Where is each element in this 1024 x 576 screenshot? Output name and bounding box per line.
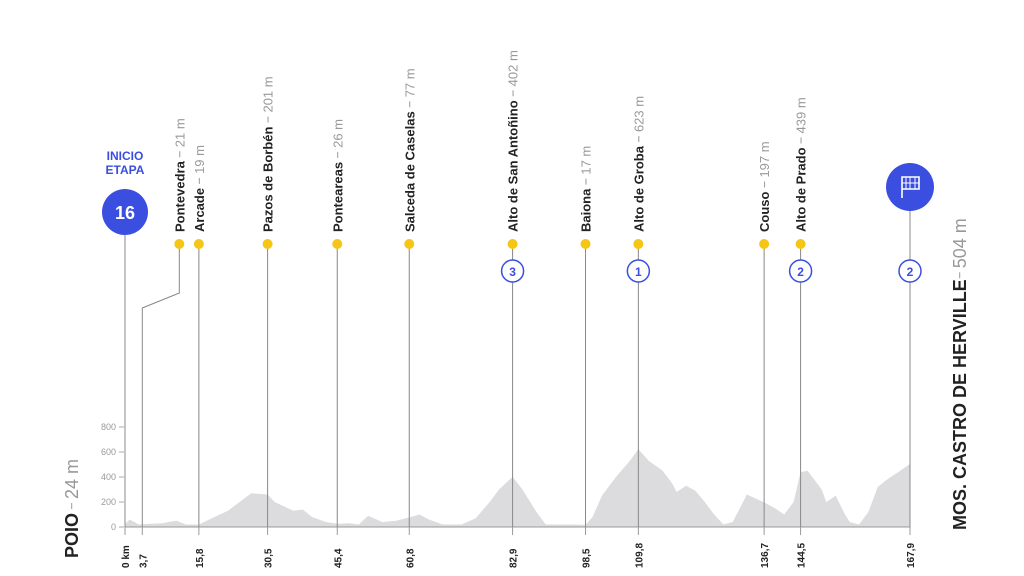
waypoint-dot (404, 239, 415, 249)
x-tick-label: 167,9 (906, 543, 917, 568)
waypoint-label: Arcade 19 m (192, 145, 207, 232)
waypoint-label: Couso 197 m (757, 141, 772, 232)
waypoint-line (141, 244, 180, 527)
waypoint-label: Alto de Prado 439 m (794, 97, 809, 232)
waypoint-dot (580, 239, 591, 249)
x-tick-label: 82,9 (509, 548, 520, 568)
x-tick-label: 15,8 (195, 548, 206, 568)
stage-label: INICIO (107, 149, 144, 163)
waypoint-dot (507, 239, 518, 249)
waypoint-dot (174, 239, 185, 249)
x-tick-label: 45,4 (333, 548, 344, 568)
waypoint-elevation: 19 m (192, 145, 207, 174)
waypoint-elevation: 17 m (579, 146, 594, 175)
waypoint-name: MOS. CASTRO DE HERVILLE (950, 279, 970, 530)
x-tick-label: 136,7 (760, 543, 771, 568)
category-badge (898, 259, 922, 283)
waypoint-dot (262, 239, 273, 249)
x-tick-label: 109,8 (634, 543, 645, 568)
stage-label: ETAPA (106, 163, 145, 177)
waypoint-dot (795, 239, 806, 249)
category-badge (626, 259, 651, 283)
waypoint-elevation: 402 m (506, 50, 521, 86)
x-tick-label: 144,5 (797, 543, 808, 568)
elevation-area (125, 449, 910, 527)
stage-number: 16 (115, 203, 135, 223)
y-tick-label: 400 (101, 472, 116, 482)
waypoint-name: Alto de Prado (794, 147, 809, 232)
waypoint-name: Baiona (579, 188, 594, 232)
waypoint-dot (633, 239, 644, 249)
waypoint-elevation: 21 m (172, 118, 187, 147)
waypoint-label: Alto de Groba 623 m (631, 96, 646, 232)
waypoint-elevation: 26 m (330, 119, 345, 148)
waypoint-elevation: 623 m (631, 96, 646, 132)
y-tick-label: 0 (111, 522, 116, 532)
waypoint-dot (193, 239, 204, 249)
waypoint-label: Ponteareas 26 m (330, 119, 345, 232)
waypoint-label: Pazos de Borbén 201 m (261, 76, 276, 232)
waypoint-dot (332, 239, 343, 249)
waypoint-label: MOS. CASTRO DE HERVILLE 504 m (950, 218, 970, 530)
x-tick-label: 60,8 (405, 548, 416, 568)
waypoint-name: POIO (62, 513, 82, 558)
category-number: 3 (509, 265, 516, 279)
x-tick-label: 98,5 (582, 548, 593, 568)
waypoint-name: Alto de Groba (631, 145, 646, 232)
waypoint-name: Alto de San Antoñino (506, 100, 521, 232)
x-tick-label: 30,5 (264, 548, 275, 568)
x-tick-label: 0 km (121, 545, 132, 568)
category-number: 2 (797, 265, 804, 279)
category-number: 2 (907, 265, 914, 279)
waypoint-label: Pontevedra 21 m (172, 118, 187, 232)
category-badge (788, 259, 813, 283)
waypoint-name: Pontevedra (172, 160, 187, 232)
waypoint-elevation: 24 m (62, 459, 82, 499)
waypoint-elevation: 197 m (757, 141, 772, 177)
finish-flag (901, 176, 920, 198)
waypoint-label: Salceda de Caselas 77 m (402, 68, 417, 232)
y-tick-label: 600 (101, 447, 116, 457)
waypoint-elevation: 504 m (950, 218, 970, 268)
waypoint-elevation: 201 m (261, 76, 276, 112)
finish-flag-check (902, 177, 919, 189)
y-tick-label: 200 (101, 497, 116, 507)
category-badge (500, 259, 525, 283)
waypoint-elevation: 77 m (402, 68, 417, 97)
waypoint-name: Salceda de Caselas (402, 111, 417, 232)
y-tick-label: 800 (101, 422, 116, 432)
waypoint-dot (759, 239, 770, 249)
x-tick-label: 3,7 (138, 554, 149, 568)
waypoint-label: Baiona 17 m (579, 146, 594, 232)
stage-badge (102, 189, 148, 235)
waypoint-name: Pazos de Borbén (261, 126, 276, 232)
waypoint-name: Couso (757, 192, 772, 233)
waypoint-name: Arcade (192, 188, 207, 232)
waypoint-name: Ponteareas (330, 162, 345, 232)
waypoint-label: Alto de San Antoñino 402 m (506, 50, 521, 232)
waypoint-elevation: 439 m (794, 97, 809, 133)
waypoint-label: POIO 24 m (62, 459, 82, 558)
category-number: 1 (635, 265, 642, 279)
